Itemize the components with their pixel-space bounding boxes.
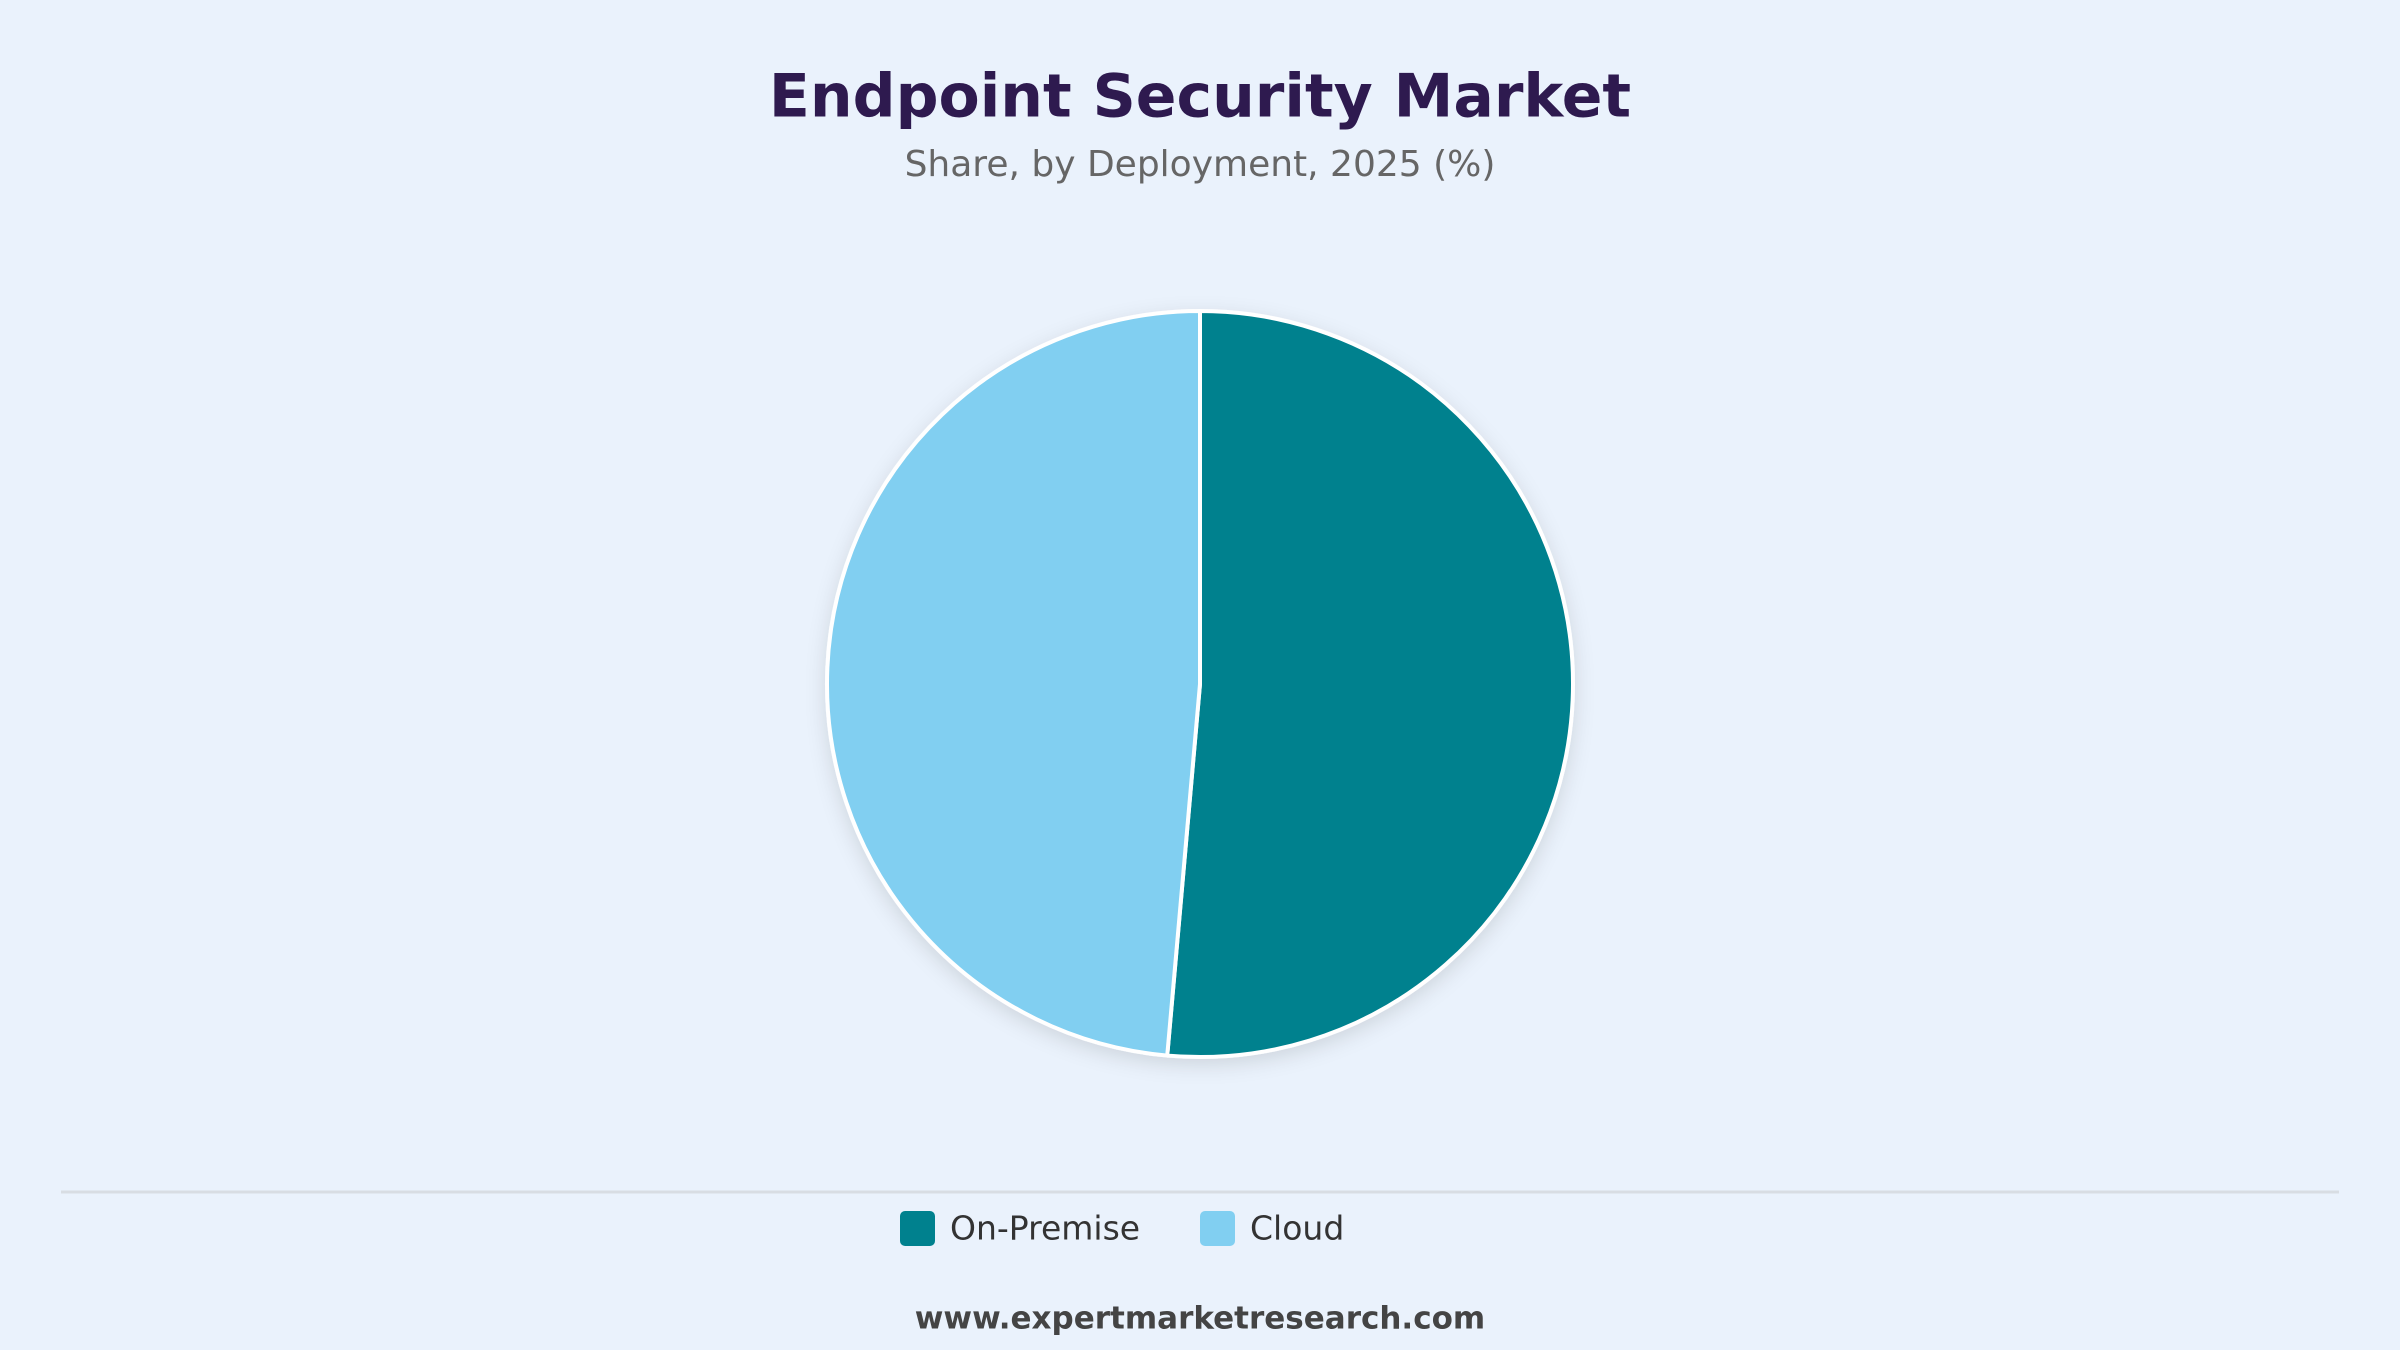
legend: On-Premise Cloud: [900, 1209, 1344, 1248]
chart-subtitle: Share, by Deployment, 2025 (%): [905, 144, 1496, 185]
pie-slice: [1165, 309, 1575, 1059]
legend-swatch: [900, 1211, 935, 1246]
chart-title: Endpoint Security Market: [769, 62, 1631, 132]
source: www.expertmarketresearch.com: [915, 1301, 1485, 1337]
legend-label: On-Premise: [950, 1209, 1140, 1248]
legend-label: Cloud: [1250, 1209, 1344, 1248]
pie-slice: [825, 309, 1202, 1058]
pie: [825, 309, 1575, 1059]
legend-swatch: [1200, 1211, 1235, 1246]
